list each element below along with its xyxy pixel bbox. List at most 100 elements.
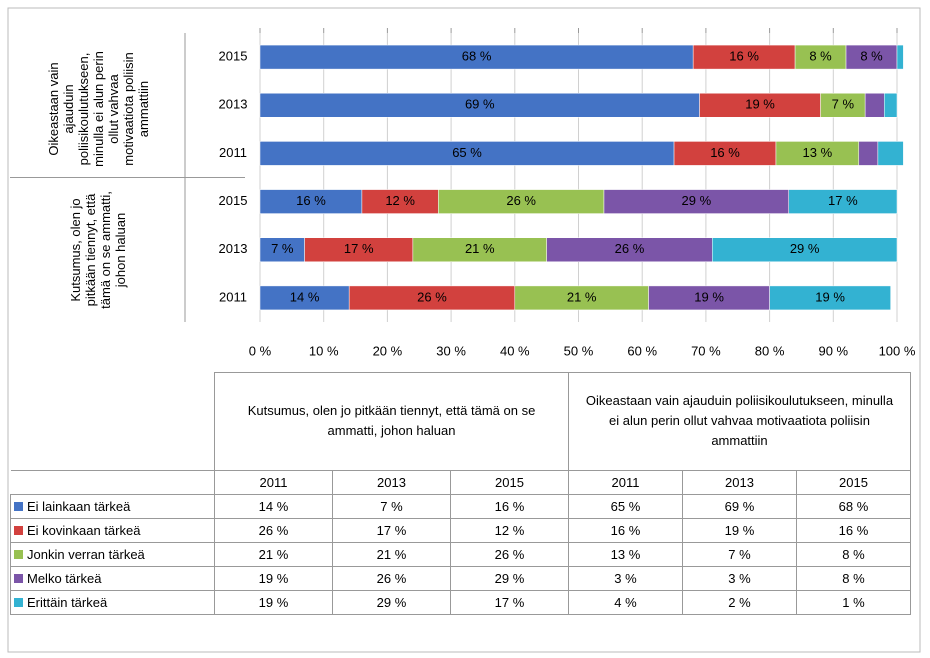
y-tick-label: 2015 [219,49,248,64]
table-cell: 14 % [214,493,333,519]
bar-segment [648,285,770,311]
bar-label: 65 % [452,145,482,160]
legend-swatch [14,573,23,583]
legend-label: Jonkin verran tärkeä [27,546,145,562]
bar-segment [820,93,866,118]
bar-label: 26 % [615,241,645,256]
bar-segment [259,93,700,118]
bar-label: 19 % [815,289,845,304]
table-cell: 16 % [568,517,683,543]
bar-label: 7 % [832,97,855,112]
bar-segment [845,44,898,70]
bar-label: 8 % [809,49,832,64]
table-cell: 8 % [796,565,911,591]
group-header: Oikeastaan vain ajauduin poliisikoulutuk… [568,372,911,471]
bar-segment [361,189,439,214]
table-cell: 3 % [682,565,797,591]
legend-cell: Jonkin verran tärkeä [10,541,215,567]
table-cell: 4 % [568,589,683,615]
data-row: Erittäin tärkeä 19 % 29 % 17 % 4 % 2 % 1 % [10,589,911,615]
table-cell: 68 % [796,493,911,519]
bar-segment [864,93,885,118]
year-header: 2015 [796,469,911,495]
bar-segment [884,93,898,118]
frame [7,7,921,653]
bar-segment [259,189,363,214]
header-row: Kutsumus, olen jo pitkään tiennyt, että … [10,372,911,471]
x-tick-label: 90 % [818,343,848,358]
bar-label: 16 % [710,145,740,160]
bar-segment [896,44,904,70]
year-header: 2011 [214,469,333,495]
year-header: 2013 [332,469,451,495]
table-cell: 65 % [568,493,683,519]
group-header: Kutsumus, olen jo pitkään tiennyt, että … [214,372,569,471]
bar-segment [692,44,796,70]
bar-label: 12 % [385,193,415,208]
bar-segment [794,44,847,70]
x-tick-label: 100 % [879,343,916,358]
table-cell: 1 % [796,589,911,615]
x-tick-label: 80 % [755,343,785,358]
table-cell: 21 % [214,541,333,567]
x-tick-label: 40 % [500,343,530,358]
bar-label: 17 % [344,241,374,256]
x-tick-label: 10 % [309,343,339,358]
bar-segment [673,141,777,166]
bar-label: 69 % [465,97,495,112]
bar-label: 21 % [465,241,495,256]
x-tick-label: 0 % [249,343,272,358]
legend-cell: Ei kovinkaan tärkeä [10,517,215,543]
blank-cell [10,470,215,495]
table-cell: 16 % [450,493,569,519]
table-cell: 8 % [796,541,911,567]
bar-label: 21 % [567,289,597,304]
legend-cell: Erittäin tärkeä [10,589,215,615]
bar-segment [858,141,879,166]
bar-segment [259,285,350,311]
legend-label: Ei lainkaan tärkeä [27,498,131,514]
table-cell: 26 % [450,541,569,567]
bar-segment [304,237,414,262]
bar-label: 16 % [296,193,326,208]
year-header: 2015 [450,469,569,495]
table-cell: 7 % [332,493,451,519]
legend-swatch [14,549,23,559]
blank-cell [10,372,215,471]
bar-segment [412,237,547,262]
table-cell: 19 % [214,565,333,591]
legend-swatch [14,525,23,535]
table-cell: 19 % [682,517,797,543]
y-tick-label: 2015 [219,193,248,208]
year-header: 2011 [568,469,683,495]
bar-segment [877,141,904,166]
y-tick-label: 2011 [219,145,247,160]
year-row: 2011 2013 2015 2011 2013 2015 [10,469,911,495]
bar-segment [438,189,605,214]
legend-label: Ei kovinkaan tärkeä [27,522,141,538]
x-tick-label: 50 % [564,343,594,358]
bar-segment [712,237,898,262]
table-cell: 26 % [332,565,451,591]
bar-label: 19 % [694,289,724,304]
y-tick-label: 2011 [219,289,247,304]
group-label: Oikeastaan vain ajauduin poliisikoulutuk… [45,51,151,167]
bar-label: 29 % [790,241,820,256]
data-row: Jonkin verran tärkeä 21 % 21 % 26 % 13 % 7 % 8… [10,541,911,567]
year-header: 2013 [682,469,797,495]
bar-segment [788,189,898,214]
table-cell: 17 % [332,517,451,543]
bar-label: 13 % [803,145,833,160]
bar-label: 26 % [506,193,536,208]
legend-swatch [14,501,23,511]
bar-label: 16 % [729,49,759,64]
bar-label: 17 % [828,193,858,208]
table-cell: 7 % [682,541,797,567]
data-row: Ei lainkaan tärkeä 14 % 7 % 16 % 65 % 69 % 68 … [10,493,911,519]
legend-cell: Ei lainkaan tärkeä [10,493,215,519]
legend-swatch [14,597,23,607]
legend-cell: Melko tärkeä [10,565,215,591]
bar-label: 19 % [745,97,775,112]
